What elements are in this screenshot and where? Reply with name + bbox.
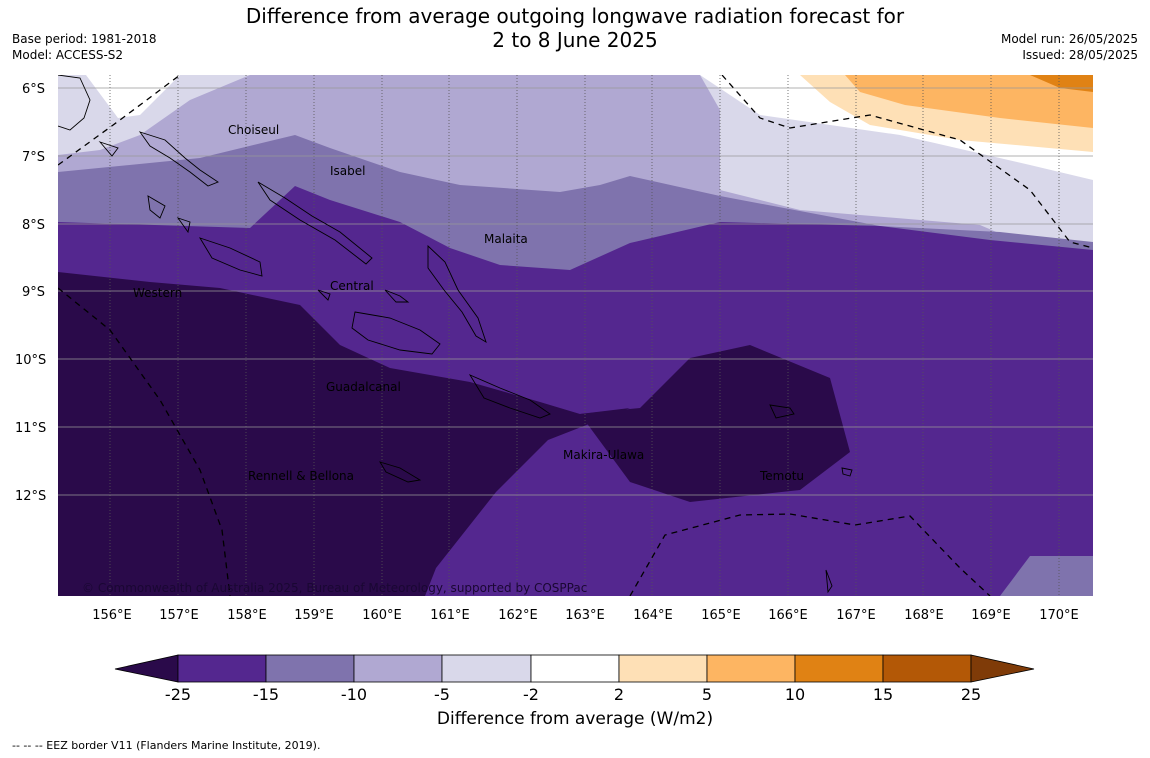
place-labels: Choiseul Isabel Malaita Central Western …	[133, 123, 804, 483]
place-label-central: Central	[330, 279, 374, 293]
place-label-guadalcanal: Guadalcanal	[326, 380, 401, 394]
colorbar-tick: 15	[873, 685, 893, 704]
band-below-minus-25-east	[580, 345, 850, 502]
colorbar-tick: -2	[523, 685, 539, 704]
lon-label: 161°E	[430, 608, 470, 623]
colorbar-tick: 10	[785, 685, 805, 704]
colorbar-tick: 25	[961, 685, 981, 704]
lon-label: 156°E	[92, 608, 132, 623]
lat-gridlines	[58, 87, 1093, 496]
eez-west	[58, 287, 231, 596]
florida-islands	[384, 289, 410, 303]
issued-text: Issued: 28/05/2025	[1022, 48, 1138, 62]
colorbar	[114, 654, 1035, 683]
lat-label: 7°S	[22, 150, 45, 165]
lon-label: 159°E	[294, 608, 334, 623]
place-label-choiseul: Choiseul	[228, 123, 279, 137]
temotu-islet	[841, 467, 853, 477]
lat-label: 6°S	[22, 82, 45, 97]
lat-label: 12°S	[15, 489, 46, 504]
colorbar-swatch	[177, 654, 267, 683]
lat-label: 8°S	[22, 218, 45, 233]
malaita-island	[427, 244, 487, 344]
western-island-1	[147, 195, 166, 219]
shortland-island	[98, 141, 119, 157]
lon-label: 168°E	[904, 608, 944, 623]
map-copyright: © Commonwealth of Australia 2025, Bureau…	[82, 581, 587, 595]
base-period-text: Base period: 1981-2018	[12, 32, 157, 46]
lon-label: 157°E	[159, 608, 199, 623]
lat-label: 11°S	[15, 421, 46, 436]
colorbar-swatch	[794, 654, 884, 683]
makira-island	[468, 374, 551, 419]
santa-cruz-island	[769, 404, 795, 419]
coastlines	[58, 75, 853, 594]
colorbar-tick: 2	[614, 685, 624, 704]
choiseul-island	[138, 131, 219, 187]
lon-axis-labels: 156°E 157°E 158°E 159°E 160°E 161°E 162°…	[92, 608, 1079, 623]
colorbar-swatch	[618, 654, 708, 683]
place-label-isabel: Isabel	[330, 164, 365, 178]
lat-label: 10°S	[15, 353, 46, 368]
western-island-2	[176, 217, 191, 234]
bougainville-island	[58, 75, 91, 131]
lon-label: 166°E	[768, 608, 808, 623]
colorbar-extend-high	[970, 654, 1035, 683]
place-label-malaita: Malaita	[484, 232, 528, 246]
colorbar-extend-low	[114, 654, 179, 683]
colorbar-swatch	[882, 654, 972, 683]
lon-label: 158°E	[227, 608, 267, 623]
colorbar-tick: 5	[702, 685, 712, 704]
colorbar-swatch	[265, 654, 355, 683]
place-label-makira-ulawa: Makira-Ulawa	[563, 448, 644, 462]
lon-label: 170°E	[1039, 608, 1079, 623]
lon-label: 160°E	[362, 608, 402, 623]
lon-label: 165°E	[701, 608, 741, 623]
guadalcanal-island	[351, 311, 441, 355]
band-nw-corner-white	[86, 75, 180, 118]
lat-label: 9°S	[22, 285, 45, 300]
colorbar-swatch	[706, 654, 796, 683]
isabel-island	[257, 181, 373, 265]
meta-right: Model run: 26/05/2025 Issued: 28/05/2025	[1001, 31, 1138, 63]
model-text: Model: ACCESS-S2	[12, 48, 124, 62]
lon-label: 163°E	[565, 608, 605, 623]
colorbar-tick: -25	[165, 685, 191, 704]
title-line-1: Difference from average outgoing longwav…	[245, 4, 905, 28]
rennell-island	[379, 461, 422, 483]
band-below-minus-25-west	[58, 272, 630, 596]
eez-nw	[58, 75, 181, 166]
colorbar-swatch	[353, 654, 443, 683]
model-run-text: Model run: 26/05/2025	[1000, 32, 1138, 46]
colorbar-label: Difference from average (W/m2)	[436, 709, 714, 729]
colorbar-tick-labels: -25 -15 -10 -5 -2 2 5 10 15 25	[165, 685, 981, 704]
map-plot-area: Choiseul Isabel Malaita Central Western …	[58, 75, 1093, 596]
title-line-2: 2 to 8 June 2025	[492, 28, 658, 52]
eez-footnote: -- -- -- EEZ border V11 (Flanders Marine…	[12, 739, 321, 752]
place-label-western: Western	[133, 286, 182, 300]
eez-south	[629, 513, 991, 596]
meta-left: Base period: 1981-2018 Model: ACCESS-S2	[12, 31, 157, 63]
place-label-rennell-bellona: Rennell & Bellona	[248, 469, 354, 483]
southern-islet	[825, 569, 833, 594]
lon-label: 164°E	[633, 608, 673, 623]
colorbar-tick: -15	[253, 685, 279, 704]
eez-borders	[58, 75, 1093, 596]
lat-axis-labels: 6°S 7°S 8°S 9°S 10°S 11°S 12°S	[15, 82, 46, 504]
russell-islands	[317, 289, 331, 301]
colorbar-tick: -10	[341, 685, 367, 704]
chart-title: Difference from average outgoing longwav…	[0, 4, 1150, 52]
colorbar-swatch	[441, 654, 532, 683]
lon-label: 162°E	[498, 608, 538, 623]
place-label-temotu: Temotu	[759, 469, 804, 483]
colorbar-swatch	[530, 654, 620, 683]
colorbar-tick: -5	[434, 685, 450, 704]
lon-label: 167°E	[836, 608, 876, 623]
new-georgia-island	[198, 237, 263, 277]
lon-label: 169°E	[971, 608, 1011, 623]
band-se-corner	[1000, 556, 1093, 596]
